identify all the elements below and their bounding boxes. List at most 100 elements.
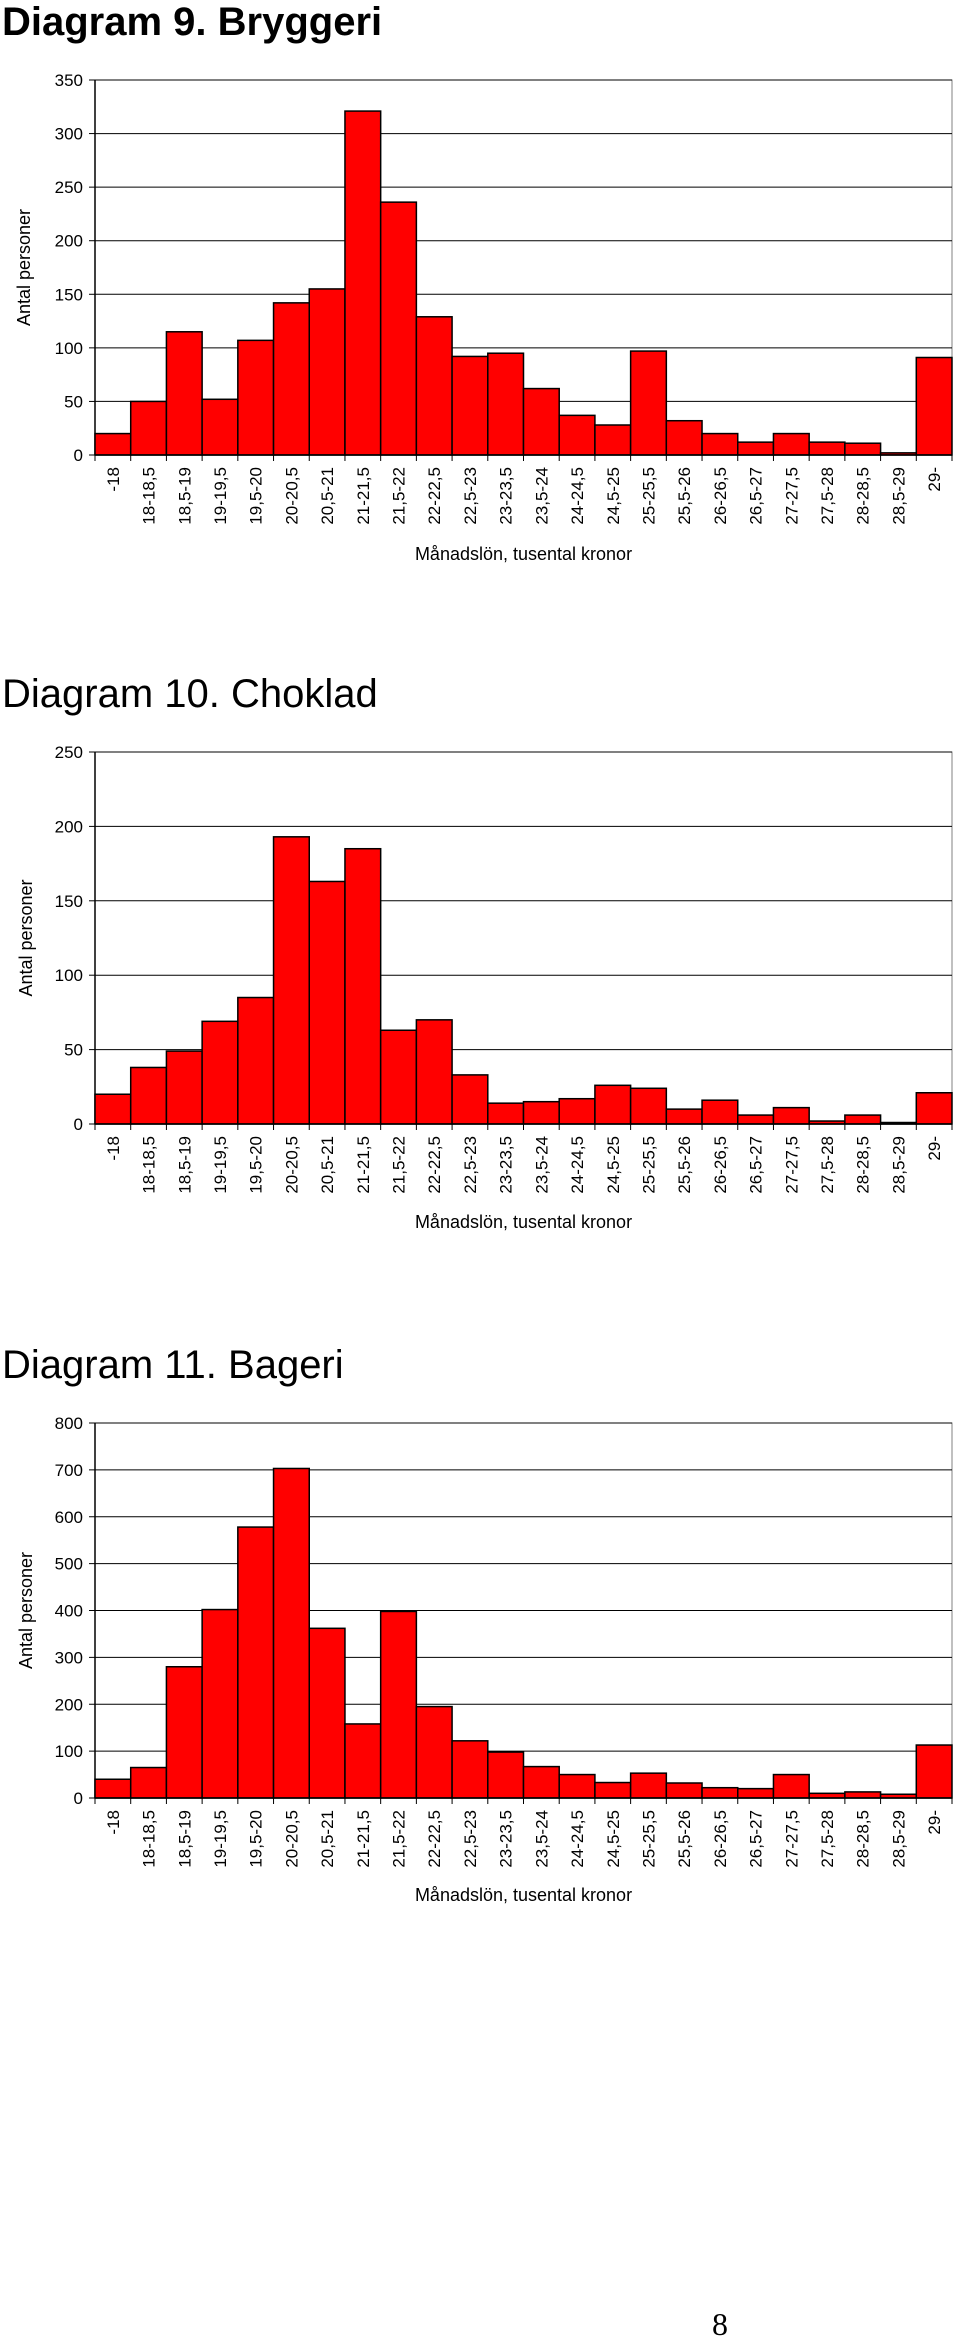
bar [379,201,418,456]
bar [415,316,453,456]
bar-chart-bryggeri: 0 50 100 150 200 250 300 350 -18 18-18,5 18,5-19 19… [14,71,953,564]
x-tick-label: 26-26,5 [711,1810,730,1868]
y-tick-label: 50 [64,1041,83,1060]
x-tick-label: 19-19,5 [211,1136,230,1194]
bar [737,441,775,456]
x-tick-label: 28-28,5 [854,1136,873,1194]
bar [915,356,953,456]
chart-title: Diagram 11. Bageri [2,1343,344,1387]
x-tick-label: 27-27,5 [782,1810,801,1868]
bar [701,432,739,456]
x-tick-label: 19,5-20 [247,467,266,525]
x-tick-label: 27-27,5 [782,1136,801,1194]
x-tick-label: 18,5-19 [175,1136,194,1194]
bar [808,441,846,456]
x-tick-label: 26-26,5 [711,467,730,525]
bar [701,1786,739,1799]
bar [165,331,203,456]
y-tick-label: 200 [55,1695,83,1714]
x-tick-label: 19,5-20 [247,1810,266,1868]
y-tick-label: 300 [55,125,83,144]
x-tick-label: 23,5-24 [532,1810,551,1868]
bar [129,1066,168,1125]
bar [201,1020,239,1125]
y-axis-title: Antal personer [14,209,34,326]
bar [94,1093,132,1125]
bar-chart-choklad: 0 50 100 150 200 250 -18 18-18,5 18,5-19 19-19,5 1… [16,743,953,1232]
x-tick-label: 26-26,5 [711,1136,730,1194]
bar [487,352,525,456]
y-tick-label: 200 [55,232,83,251]
y-tick-label: 500 [55,1555,83,1574]
x-tick-label: 28,5-29 [889,1136,908,1194]
x-tick-label: 21-21,5 [354,467,373,525]
chart-title: Diagram 9. Bryggeri [2,0,383,44]
bar [594,1781,632,1799]
x-tick-label: 21,5-22 [390,1810,409,1868]
bar [237,339,275,456]
chart-choklad: Diagram 10. Choklad 0 50 100 150 200 250 -18 18… [0,672,960,1272]
y-tick-label: 300 [55,1648,83,1667]
bar [308,880,346,1125]
bar [487,1751,525,1799]
bar [344,1723,382,1799]
y-tick-label: 100 [55,1742,83,1761]
x-tick-label: 21,5-22 [390,1136,409,1194]
bar [665,1108,703,1125]
y-tick-label: 350 [55,71,83,90]
bar [94,432,132,456]
x-tick-label: 29- [925,1810,944,1835]
x-tick-label: 25-25,5 [639,1810,658,1868]
bar [272,302,310,456]
x-tick-label: 28,5-29 [889,1810,908,1868]
x-tick-label: 18,5-19 [175,1810,194,1868]
x-tick-label: 20-20,5 [282,467,301,525]
x-tick-label: -18 [104,467,123,492]
x-tick-label: 20-20,5 [282,1810,301,1868]
x-tick-label: 27-27,5 [782,467,801,525]
bar [165,1050,203,1125]
x-tick-label: 22-22,5 [425,467,444,525]
bar [629,350,668,456]
bar [487,1102,525,1125]
x-tick-label: 20-20,5 [282,1136,301,1194]
x-tick-label: 19-19,5 [211,1810,230,1868]
bar [165,1666,203,1799]
x-tick-label: 19-19,5 [211,467,230,525]
y-tick-label: 400 [55,1602,83,1621]
y-axis-title: Antal personer [16,879,36,996]
x-tick-label: 23-23,5 [497,1136,516,1194]
bar [201,1608,239,1799]
x-tick-label: 18,5-19 [175,467,194,525]
x-tick-label: 23-23,5 [497,1810,516,1868]
x-axis-title: Månadslön, tusental kronor [415,544,632,564]
x-tick-label: 27,5-28 [818,1810,837,1868]
x-tick-label: 24-24,5 [568,1136,587,1194]
x-axis-title: Månadslön, tusental kronor [415,1885,632,1905]
x-tick-label: 22,5-23 [461,1136,480,1194]
x-tick-label: 25,5-26 [675,1136,694,1194]
x-tick-label: 23,5-24 [532,1136,551,1194]
bar [415,1705,453,1799]
bar [594,424,632,456]
x-tick-label: 22-22,5 [425,1136,444,1194]
x-tick-label: 24,5-25 [604,1136,623,1194]
x-tick-label: 20,5-21 [318,1810,337,1868]
x-tick-label: 18-18,5 [140,467,159,525]
x-tick-label: 22-22,5 [425,1810,444,1868]
y-tick-label: 250 [55,743,83,762]
x-tick-label: 27,5-28 [818,467,837,525]
y-tick-label: 50 [64,392,83,411]
bar [237,996,275,1125]
x-tick-label: 22,5-23 [461,467,480,525]
bar [772,1106,810,1125]
x-tick-label: 19,5-20 [247,1136,266,1194]
bar [915,1744,953,1799]
bar [379,1610,418,1799]
x-tick-label: 27,5-28 [818,1136,837,1194]
x-tick-label: 23-23,5 [497,467,516,525]
bar [415,1019,453,1125]
bar [237,1526,275,1799]
x-tick-label: 21-21,5 [354,1136,373,1194]
y-tick-label: 0 [74,1789,83,1808]
